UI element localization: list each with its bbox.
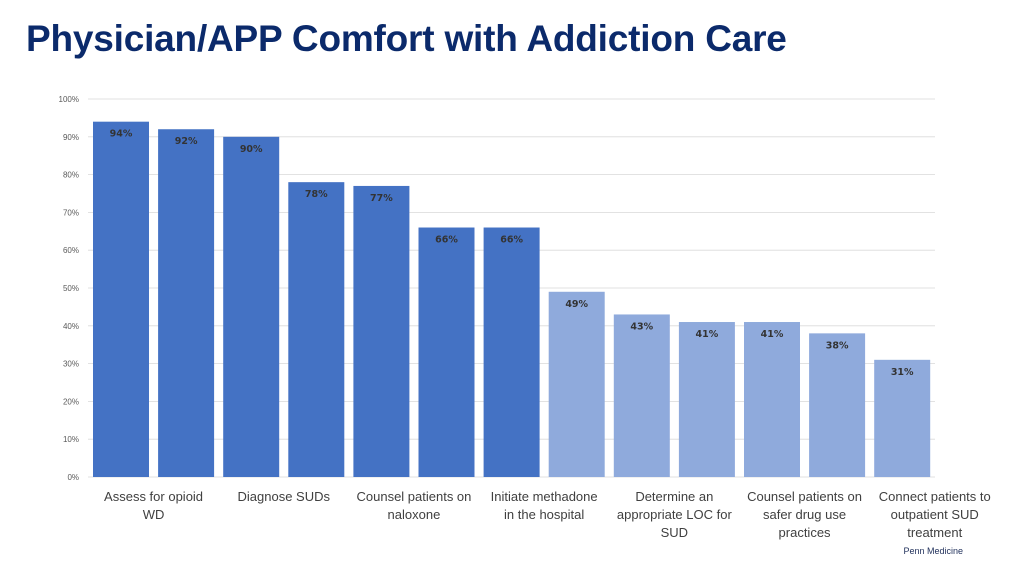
y-tick-label: 0% <box>67 473 79 482</box>
bar <box>548 291 605 477</box>
y-tick-label: 90% <box>63 133 79 142</box>
data-label: 78% <box>305 189 328 200</box>
bar <box>418 227 475 477</box>
y-tick-label: 30% <box>63 360 79 369</box>
data-label: 66% <box>500 235 523 246</box>
data-label: 94% <box>110 129 133 140</box>
data-labels: 94% 92% 90% 78% 77% 66% 66% 49% 43% 41% 41% 38% 31% <box>110 129 914 378</box>
x-category-label: Counsel patients on safer drug use practic… <box>747 489 862 540</box>
bar <box>353 185 410 477</box>
y-tick-label: 50% <box>63 284 79 293</box>
bar <box>678 322 735 477</box>
y-axis-ticks: 0% 10% 20% 30% 40% 50% 60% 70% 80% 90% 100% <box>59 95 79 482</box>
bar <box>93 121 149 478</box>
y-tick-label: 40% <box>63 322 79 331</box>
y-tick-label: 100% <box>59 95 79 104</box>
bar <box>874 359 931 477</box>
data-label: 38% <box>826 340 849 351</box>
data-label: 92% <box>175 136 198 147</box>
y-tick-label: 70% <box>63 208 79 217</box>
footer-brand: Penn Medicine <box>903 546 963 556</box>
y-tick-label: 20% <box>63 397 79 406</box>
bar <box>158 129 215 478</box>
y-tick-label: 10% <box>63 435 79 444</box>
bars <box>93 121 931 478</box>
bar <box>483 227 540 477</box>
data-label: 49% <box>565 299 588 310</box>
bar <box>223 136 280 478</box>
bar <box>809 333 866 477</box>
data-label: 77% <box>370 193 393 204</box>
x-category-label: Connect patients to outpatient SUD treatme… <box>879 489 991 540</box>
data-label: 66% <box>435 235 458 246</box>
data-label: 41% <box>761 329 784 340</box>
y-tick-label: 60% <box>63 246 79 255</box>
y-tick-label: 80% <box>63 171 79 180</box>
x-category-label: Counsel patients on naloxone <box>356 489 471 522</box>
x-category-label: Initiate methadone in the hospital <box>491 489 598 522</box>
data-label: 90% <box>240 144 263 155</box>
bar <box>744 322 800 477</box>
x-category-label: Assess for opioid WD <box>104 489 203 522</box>
data-label: 41% <box>696 329 719 340</box>
x-category-label: Diagnose SUDs <box>238 489 331 504</box>
bar <box>288 182 345 477</box>
x-category-label: Determine an appropriate LOC for SUD <box>617 489 733 540</box>
bar <box>613 314 670 477</box>
data-label: 43% <box>630 321 653 332</box>
page-title: Physician/APP Comfort with Addiction Car… <box>26 18 787 59</box>
category-labels: Assess for opioid WD Diagnose SUDs Counsel … <box>104 489 991 540</box>
data-label: 31% <box>891 367 914 378</box>
